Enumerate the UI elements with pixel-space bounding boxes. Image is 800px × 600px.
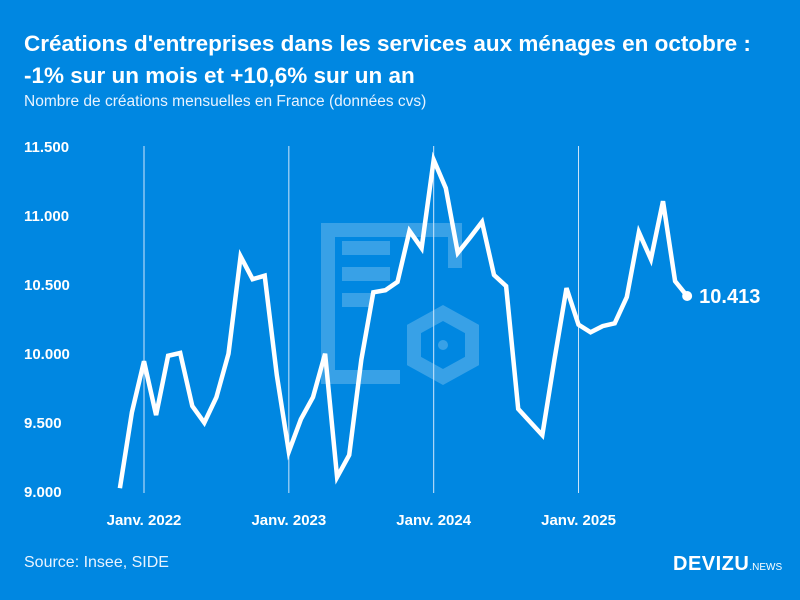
y-tick-label: 11.500 xyxy=(24,139,69,156)
y-tick-label: 9.500 xyxy=(24,415,62,432)
watermark-logo-icon xyxy=(321,223,479,385)
devizu-logo: DEVIZU.NEWS xyxy=(673,553,782,576)
source-note: Source: Insee, SIDE xyxy=(24,554,169,571)
y-tick-label: 11.000 xyxy=(24,208,69,225)
x-tick-label: Janv. 2022 xyxy=(107,512,182,529)
last-data-point xyxy=(682,291,693,302)
logo-suffix: .NEWS xyxy=(749,562,783,573)
logo-main: DEVIZU xyxy=(673,553,750,575)
y-tick-label: 10.500 xyxy=(24,277,70,294)
chart-subtitle: Nombre de créations mensuelles en France… xyxy=(24,93,427,110)
series-line xyxy=(117,151,689,489)
chart-title: Créations d'entreprises dans les service… xyxy=(24,31,751,88)
y-tick-label: 10.000 xyxy=(24,346,70,363)
y-tick-label: 9.000 xyxy=(24,484,62,501)
x-tick-label: Janv. 2023 xyxy=(251,512,326,529)
x-tick-label: Janv. 2024 xyxy=(396,512,471,529)
x-tick-label: Janv. 2025 xyxy=(541,512,616,529)
last-value-label: 10.413 xyxy=(699,286,760,308)
